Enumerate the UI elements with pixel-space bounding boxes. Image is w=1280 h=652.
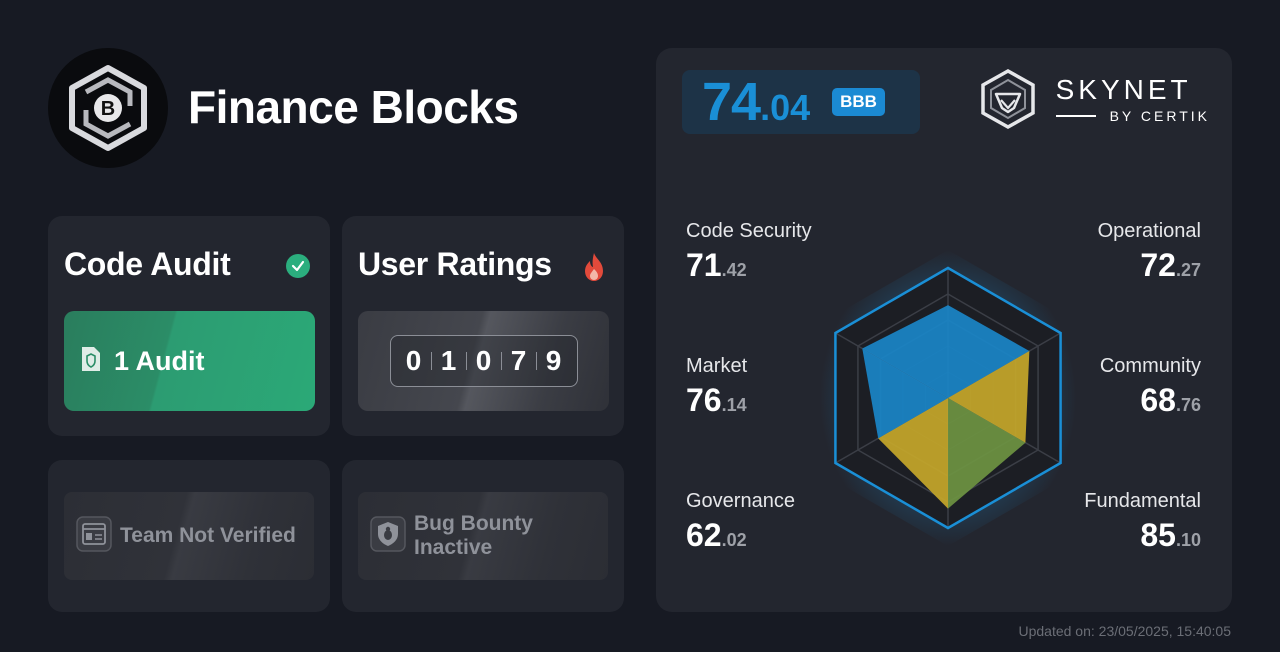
metric-value: 71	[686, 247, 722, 283]
overall-score: 74 .04 BBB	[682, 70, 920, 134]
metric-value: 62	[686, 517, 722, 553]
metric-value: 85	[1140, 517, 1176, 553]
metric-value: 76	[686, 382, 722, 418]
finance-blocks-logo-icon: B	[69, 65, 147, 151]
project-name: Finance Blocks	[188, 81, 519, 133]
code-audit-title: Code Audit	[64, 246, 231, 282]
fire-icon	[582, 252, 606, 287]
score-radar-chart	[819, 250, 1077, 546]
radar-sector-code-security	[948, 305, 1030, 398]
radar-outline	[834, 266, 1062, 530]
brand-name: SKYNET	[1055, 74, 1192, 105]
user-ratings-card[interactable]: User Ratings 0 1 0 7 9	[342, 216, 624, 436]
shield-bug-icon	[370, 515, 406, 557]
metric-decimal: .42	[721, 260, 747, 280]
code-audit-card[interactable]: Code Audit 1 Audit	[48, 216, 330, 436]
metric-decimal: .76	[1175, 395, 1201, 415]
team-status-panel[interactable]: Team Not Verified	[64, 492, 314, 580]
counter-divider	[535, 352, 537, 370]
metric-decimal: .14	[721, 395, 747, 415]
counter-digit: 9	[545, 345, 562, 376]
radar-sector-governance	[862, 348, 948, 439]
radar-sector-market	[862, 305, 948, 398]
metric-label: Code Security	[686, 220, 812, 242]
metric-label: Governance	[686, 490, 795, 512]
radar-sector-operational	[948, 351, 1030, 443]
bug-bounty-status-panel[interactable]: Bug Bounty Inactive	[358, 492, 608, 580]
brand-sub: BY CERTIK	[1109, 108, 1210, 124]
id-card-icon	[76, 515, 112, 557]
skynet-brand-logo: SKYNET BY CERTIK	[980, 68, 1210, 130]
metric-value: 68	[1140, 382, 1176, 418]
brand-divider	[1055, 115, 1096, 117]
metric-governance: Governance 62.02	[686, 490, 795, 554]
score-integer: 74	[702, 72, 761, 132]
audit-count-button[interactable]: 1 Audit	[64, 311, 315, 411]
metric-decimal: .10	[1175, 530, 1201, 550]
updated-timestamp: Updated on: 23/05/2025, 15:40:05	[1018, 623, 1231, 639]
radar-axis	[947, 397, 1061, 464]
metric-operational: Operational 72.27	[1098, 220, 1201, 284]
metric-code-security: Code Security 71.42	[686, 220, 812, 284]
metric-community: Community 68.76	[1100, 355, 1201, 419]
metric-label: Operational	[1097, 220, 1201, 242]
radar-sector-fundamental	[878, 398, 948, 509]
check-circle-icon	[286, 254, 310, 278]
skynet-shield-icon	[980, 68, 1035, 130]
metric-fundamental: Fundamental 85.10	[1084, 490, 1201, 554]
project-logo: B	[48, 48, 168, 168]
counter-digit: 1	[440, 345, 457, 376]
metric-label: Community	[1099, 355, 1201, 377]
counter-divider	[500, 352, 502, 370]
grade-badge: BBB	[832, 88, 885, 116]
ratings-counter: 0 1 0 7 9	[389, 335, 578, 387]
metric-market: Market 76.14	[686, 355, 747, 419]
radar-sector-community	[948, 398, 1026, 509]
team-verification-card[interactable]: Team Not Verified	[48, 460, 330, 612]
metric-value: 72	[1140, 247, 1176, 283]
counter-divider	[465, 352, 467, 370]
radar-axis	[835, 397, 949, 464]
svg-text:B: B	[101, 98, 115, 120]
counter-digit: 0	[405, 345, 422, 376]
score-decimal: .04	[760, 87, 811, 128]
user-ratings-title: User Ratings	[358, 246, 552, 282]
counter-divider	[430, 352, 432, 370]
team-status-label: Team Not Verified	[120, 524, 296, 547]
bug-bounty-status-label: Bug Bounty Inactive	[414, 512, 533, 559]
ratings-counter-panel[interactable]: 0 1 0 7 9	[358, 311, 609, 411]
counter-digit: 0	[475, 345, 492, 376]
metric-label: Market	[686, 355, 748, 377]
bug-bounty-card[interactable]: Bug Bounty Inactive	[342, 460, 624, 612]
radar-axis	[947, 332, 1061, 399]
counter-digit: 7	[510, 345, 527, 376]
metric-decimal: .27	[1175, 260, 1201, 280]
shield-document-icon	[80, 345, 102, 378]
metric-decimal: .02	[721, 530, 747, 550]
metric-label: Fundamental	[1084, 490, 1201, 512]
skynet-score-panel: 74 .04 BBB SKYNET BY CERTIK Code Securit…	[656, 48, 1232, 612]
audit-count-label: 1 Audit	[114, 345, 205, 376]
